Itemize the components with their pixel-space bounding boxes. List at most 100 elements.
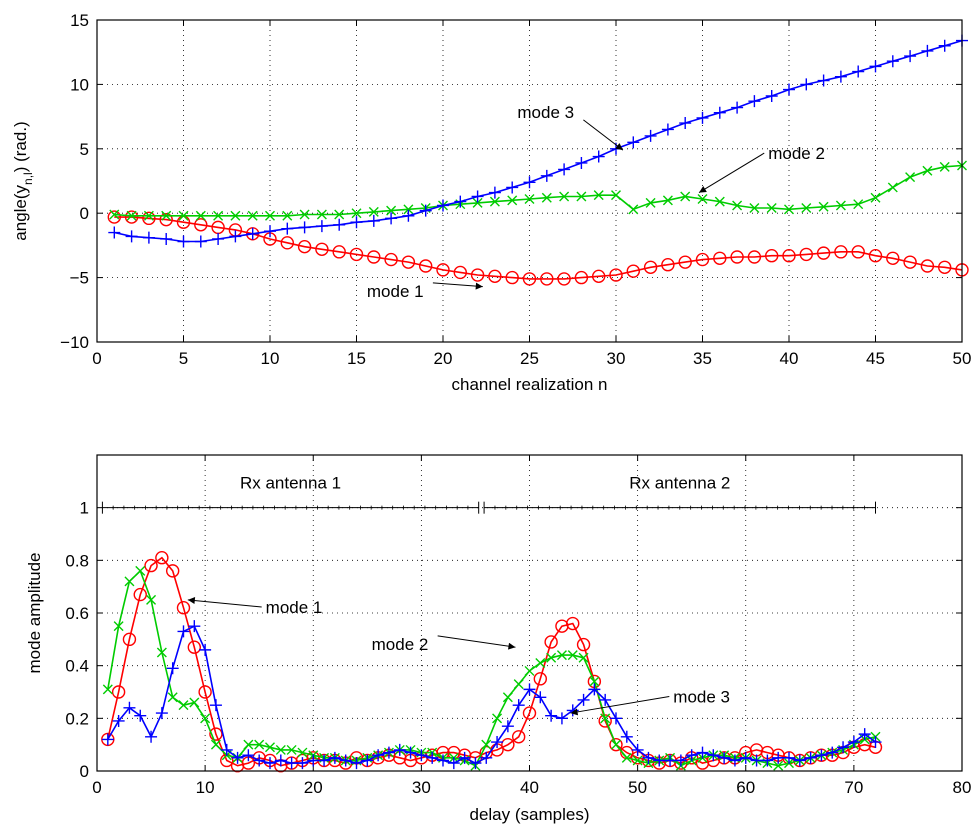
data-point [296,757,309,770]
data-point [167,692,178,703]
data-point [782,249,796,263]
annotation-arrow [437,635,516,650]
data-point [506,181,519,194]
data-point [555,712,568,725]
data-point [749,203,760,214]
data-point [195,210,206,221]
data-point [903,255,917,269]
data-point [419,259,433,273]
data-point [122,632,137,647]
x-tick-label: 20 [434,349,453,368]
y-tick-label: 15 [70,11,89,30]
data-point [264,757,276,770]
data-point [847,736,860,749]
data-point [707,749,720,762]
data-point [165,564,180,578]
data-point [653,754,666,767]
data-point [592,269,606,284]
data-point [350,216,363,229]
data-point [592,150,605,163]
data-point [200,713,211,724]
data-point [328,751,341,764]
annotation-label: mode 1 [266,598,323,617]
x-tick-label: 30 [607,349,626,368]
y-axis-label: angle(yn,l) (rad.) [11,121,35,240]
data-point [732,200,743,211]
data-point [556,650,567,661]
data-point [589,676,600,687]
data-point [574,270,589,285]
x-axis-label: delay (samples) [470,805,590,824]
data-point [522,706,537,720]
data-point [481,739,492,750]
data-point [852,65,865,78]
data-point [187,640,202,654]
data-point [588,683,601,696]
annotation-label: mode 2 [768,144,825,163]
data-point [367,250,381,264]
data-point [361,754,374,767]
data-point [415,749,428,762]
data-point [282,210,293,221]
data-point [834,70,847,83]
y-tick-label: 0 [80,204,89,223]
data-point [393,743,406,756]
data-point [472,197,483,208]
data-point [318,754,331,767]
data-point [772,751,785,764]
data-point [436,263,450,277]
x-tick-label: 10 [196,778,215,797]
data-point [480,751,493,764]
data-point [161,210,172,221]
data-point [678,255,692,269]
data-point [533,672,548,686]
annotation-arrow [570,696,670,716]
data-point [522,272,537,286]
data-point [685,749,698,762]
data-point [642,751,655,764]
data-point [231,751,244,764]
annotation-label: mode 1 [367,282,424,301]
y-axis-label: mode amplitude [25,553,44,674]
data-point [382,746,395,759]
annotation-arrow [187,597,262,608]
x-tick-label: 0 [92,778,101,797]
data-point [210,739,221,750]
data-point [386,205,397,216]
data-point [155,551,169,565]
data-point [209,727,223,741]
data-point [541,192,552,203]
data-point [835,200,846,211]
annotation-arrow [583,119,624,151]
data-point [680,191,691,202]
data-point [333,218,346,231]
data-point [213,210,224,221]
data-point [696,746,709,759]
data-point [524,194,535,205]
data-point [135,565,146,576]
data-point [626,264,640,278]
data-point [453,265,467,280]
data-point [437,199,449,212]
x-tick-label: 60 [736,778,755,797]
data-point [576,191,587,202]
data-point [315,242,329,256]
data-point [869,736,882,749]
data-point [177,235,190,248]
data-point [112,714,125,727]
data-point [349,247,364,262]
annotation: mode 2 [372,635,516,654]
data-point [492,713,503,724]
data-point [728,754,741,767]
data-point [437,754,449,767]
data-point [886,251,900,265]
data-point [194,218,208,232]
annotation: mode 2 [698,144,825,194]
x-tick-label: 15 [347,349,366,368]
annotation-arrow [698,152,765,194]
x-tick-label: 30 [412,778,431,797]
data-point [247,210,258,221]
data-point [265,742,275,753]
data-point [102,684,113,695]
annotation-label: mode 3 [673,688,730,707]
